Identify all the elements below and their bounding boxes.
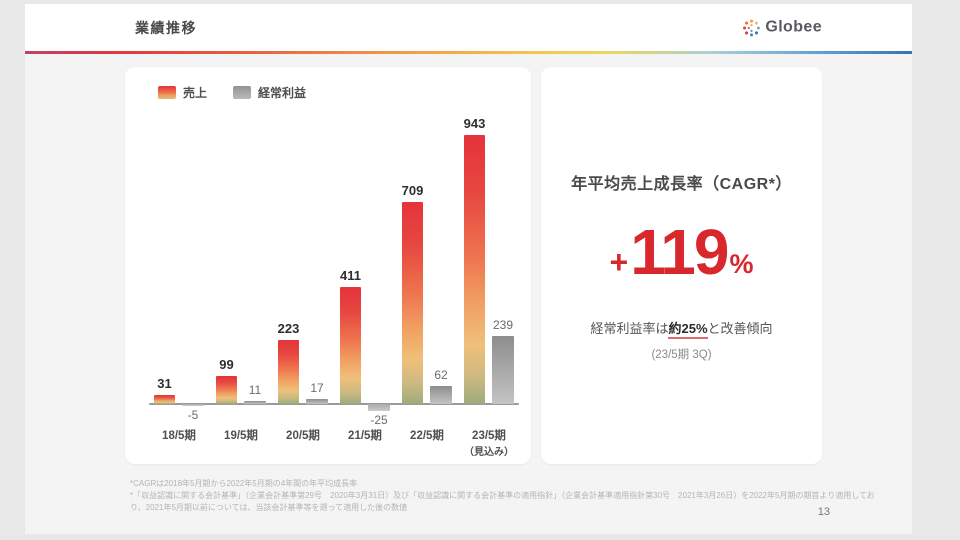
category-note: （見込み） xyxy=(464,447,514,458)
profit-bar xyxy=(306,399,328,404)
bar-group: 943 239 xyxy=(463,67,515,404)
note-emphasis: 約25% xyxy=(668,320,708,339)
note-suffix: と改善傾向 xyxy=(707,320,773,336)
sales-swatch-icon xyxy=(158,86,176,99)
brand-logo: Globee xyxy=(742,18,822,37)
bar-group: 223 17 xyxy=(277,67,329,404)
category-label: 21/5期 xyxy=(348,430,382,442)
sales-bar xyxy=(216,376,237,404)
bar-group: 31 -5 xyxy=(153,67,205,422)
sales-bar xyxy=(278,340,299,404)
chart-card: 売上 経常利益 31 -5 99 11 223 17 411 -25 709 62 943 239 1… xyxy=(125,67,531,464)
category-label: 20/5期 xyxy=(286,430,320,442)
profit-bar xyxy=(244,401,266,404)
header-gradient-divider xyxy=(25,51,912,54)
page-title: 業績推移 xyxy=(135,19,197,36)
note-period: (23/5期 3Q) xyxy=(651,348,712,361)
slide: 業績推移 Globee 売上 xyxy=(25,4,912,534)
profit-bar xyxy=(182,404,204,406)
cagr-plus-sign: + xyxy=(609,243,629,280)
cagr-card: 年平均売上成長率（CAGR*） + 119 % 経常利益率は約25%と改善傾向 … xyxy=(541,67,822,464)
sales-value-label: 943 xyxy=(463,116,486,131)
brand-name: Globee xyxy=(765,18,822,36)
category-axis: 18/5期 19/5期 20/5期 21/5期 22/5期 23/5期 （見込み） xyxy=(153,430,515,459)
legend-item-sales: 売上 xyxy=(158,84,207,101)
sales-bar xyxy=(340,287,361,404)
cagr-percent-sign: % xyxy=(729,248,754,279)
chart-plot: 31 -5 99 11 223 17 411 -25 709 62 943 239 xyxy=(153,67,515,427)
sales-value-label: 31 xyxy=(157,376,172,391)
profit-bar xyxy=(368,404,390,411)
slide-header: 業績推移 Globee xyxy=(25,4,912,51)
legend-label-profit: 経常利益 xyxy=(258,86,307,100)
profit-value-label: 62 xyxy=(434,368,448,382)
category-label: 19/5期 xyxy=(224,430,258,442)
bar-group: 709 62 xyxy=(401,67,453,404)
sales-value-label: 411 xyxy=(340,268,361,283)
footnote-line: *「収益認識に関する会計基準」（企業会計基準第29号 2020年3月31日）及び… xyxy=(130,491,875,500)
page-number: 13 xyxy=(817,506,830,518)
cagr-number: 119 xyxy=(630,216,729,288)
profit-bar xyxy=(492,336,514,404)
profit-margin-note: 経常利益率は約25%と改善傾向 xyxy=(590,318,773,339)
sales-bar xyxy=(154,395,175,404)
globee-logo-icon xyxy=(743,19,761,36)
profit-value-label: 17 xyxy=(310,381,324,395)
category-label: 23/5期 （見込み） xyxy=(464,430,514,458)
x-axis-line xyxy=(149,403,519,405)
bar-group: 99 11 xyxy=(215,67,267,404)
category-label: 18/5期 xyxy=(162,430,196,442)
note-prefix: 経常利益率は xyxy=(590,320,669,336)
bar-group: 411 -25 xyxy=(339,67,391,427)
legend-label-sales: 売上 xyxy=(183,86,208,100)
legend-item-profit: 経常利益 xyxy=(233,84,306,101)
cagr-heading: 年平均売上成長率（CAGR*） xyxy=(571,176,792,193)
sales-value-label: 99 xyxy=(219,357,234,372)
sales-value-label: 709 xyxy=(401,183,424,198)
sales-bar xyxy=(464,135,485,404)
category-label: 22/5期 xyxy=(410,430,444,442)
profit-swatch-icon xyxy=(233,86,252,99)
profit-value-label: 239 xyxy=(492,318,514,332)
footnote-line: *CAGRは2018年5月期から2022年5月期の4年間の年平均成長率 xyxy=(130,479,358,488)
profit-value-label: -25 xyxy=(370,413,388,427)
profit-value-label: 11 xyxy=(248,383,262,397)
chart-legend: 売上 経常利益 xyxy=(158,84,306,101)
profit-bar xyxy=(430,386,452,404)
sales-value-label: 223 xyxy=(277,321,300,336)
footnote-line: り、2021年5月期以前については、当該会計基準等を遡って適用した後の数値 xyxy=(130,503,408,512)
sales-bar xyxy=(402,202,423,404)
cagr-value: + 119 % xyxy=(609,216,754,288)
footnotes: *CAGRは2018年5月期から2022年5月期の4年間の年平均成長率 *「収益… xyxy=(130,478,875,514)
profit-value-label: -5 xyxy=(187,408,199,422)
